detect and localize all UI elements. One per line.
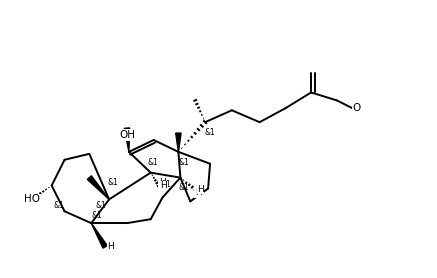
Text: &1: &1 <box>179 183 190 192</box>
Polygon shape <box>87 176 109 199</box>
Text: H: H <box>195 188 201 197</box>
Text: &1: &1 <box>96 201 107 210</box>
Text: &1: &1 <box>205 128 215 136</box>
Text: H: H <box>197 185 204 194</box>
Polygon shape <box>124 128 130 152</box>
Text: HO: HO <box>24 194 40 204</box>
Text: OH: OH <box>119 130 135 140</box>
Polygon shape <box>176 133 181 152</box>
Polygon shape <box>91 223 107 248</box>
Text: &1: &1 <box>108 178 118 187</box>
Text: H: H <box>160 181 167 190</box>
Text: &1: &1 <box>92 211 103 220</box>
Text: H: H <box>159 178 166 187</box>
Text: O: O <box>353 103 361 113</box>
Text: &1: &1 <box>147 158 158 167</box>
Text: &1: &1 <box>53 201 64 210</box>
Text: H: H <box>107 242 114 251</box>
Text: &1: &1 <box>160 180 171 189</box>
Text: &1: &1 <box>179 158 190 167</box>
